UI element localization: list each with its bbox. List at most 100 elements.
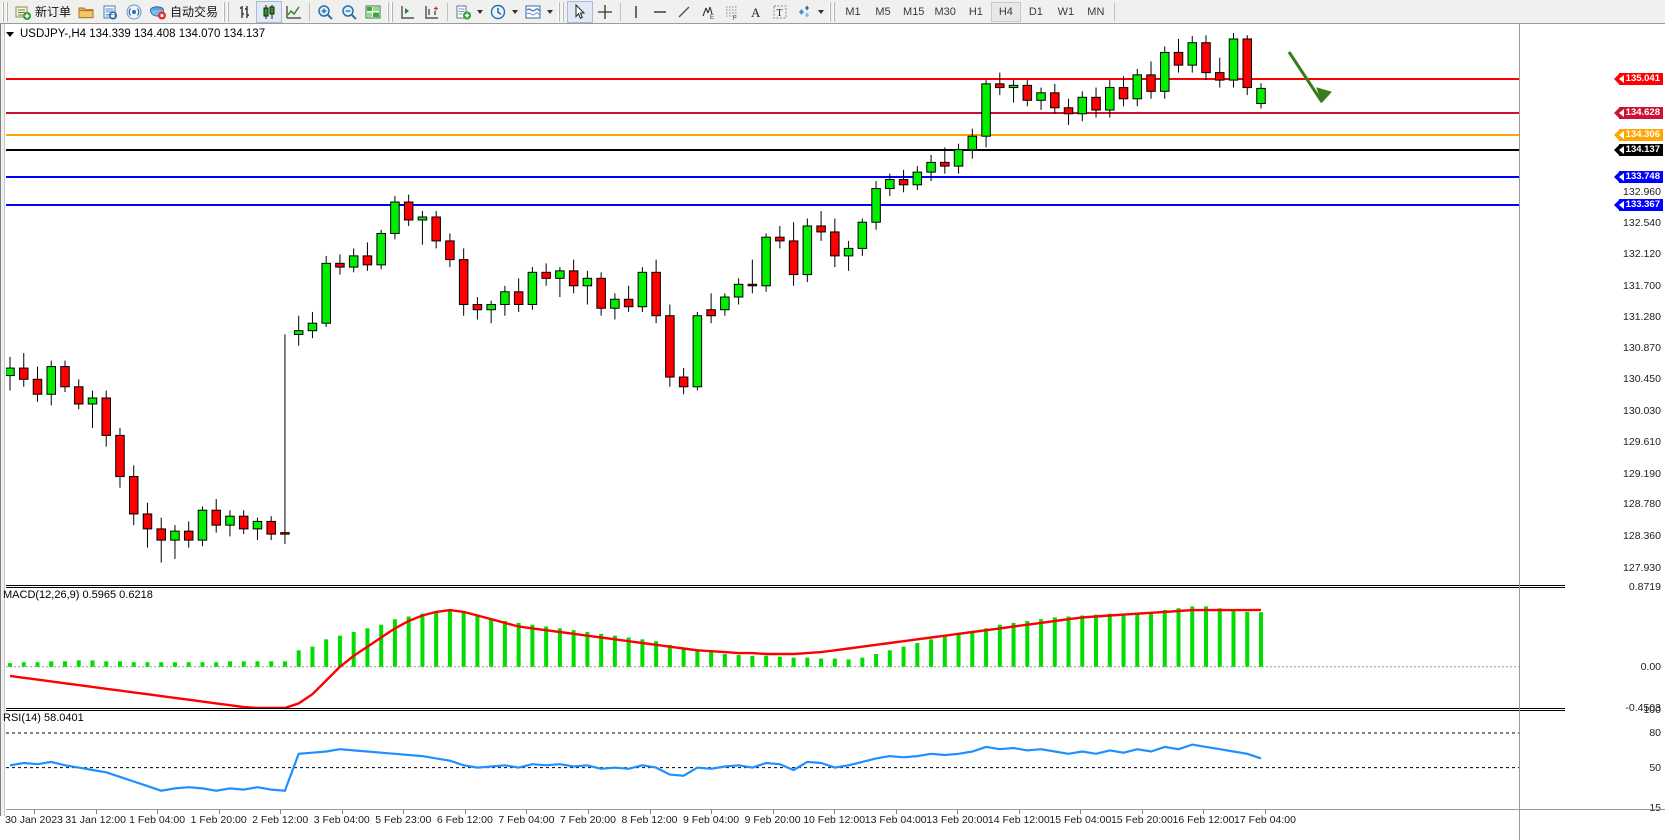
candle-body[interactable] (898, 179, 909, 186)
candle-body[interactable] (280, 532, 290, 535)
timeframe-m30[interactable]: M30 (934, 5, 956, 18)
candle-body[interactable] (843, 247, 854, 257)
candle-body[interactable] (1091, 96, 1101, 111)
candle-body[interactable] (321, 262, 331, 324)
shapes-button[interactable] (792, 1, 827, 23)
chevron-down-icon[interactable] (477, 9, 484, 14)
candle-body[interactable] (335, 262, 345, 268)
candle-body[interactable] (486, 304, 496, 311)
tile-windows-button[interactable] (361, 1, 385, 23)
candle-body[interactable] (472, 304, 483, 311)
candle-body[interactable] (1105, 87, 1115, 111)
candle-body[interactable] (665, 315, 675, 378)
candle-body[interactable] (871, 188, 881, 223)
text-button[interactable]: A (744, 1, 768, 23)
toolbar-grip-4[interactable] (558, 1, 566, 22)
candle-body[interactable] (678, 376, 689, 388)
timeframe-m1[interactable]: M1 (845, 5, 861, 18)
level-price-tag[interactable]: 133.367 (1613, 199, 1663, 211)
text-label-button[interactable]: T (768, 1, 792, 23)
line-chart-button[interactable] (282, 1, 306, 23)
candle-body[interactable] (500, 291, 510, 305)
fibonacci-button[interactable]: F (720, 1, 744, 23)
broadcast-button[interactable] (122, 1, 146, 23)
timeframe-mn[interactable]: MN (1087, 5, 1105, 18)
candle-body[interactable] (830, 231, 840, 257)
candle-body[interactable] (252, 520, 263, 530)
candle-body[interactable] (431, 216, 441, 242)
candle-body[interactable] (912, 171, 923, 186)
candle-body[interactable] (981, 83, 991, 137)
candle-body[interactable] (266, 520, 276, 535)
candle-body[interactable] (761, 236, 771, 287)
candle-body[interactable] (458, 259, 469, 305)
folder-button[interactable] (74, 1, 98, 23)
candle-body[interactable] (1050, 92, 1060, 109)
candle-body[interactable] (637, 271, 648, 308)
level-price-tag[interactable]: 133.748 (1613, 171, 1663, 183)
chevron-down-icon-4[interactable] (818, 9, 825, 14)
candle-body[interactable] (967, 135, 978, 151)
cursor-button[interactable] (567, 0, 594, 23)
candle-body[interactable] (362, 255, 373, 266)
price-scale[interactable]: 132.960 132.540 132.120 131.700 131.280 130.8… (1519, 24, 1665, 816)
period-button[interactable] (486, 1, 521, 23)
candle-body[interactable] (1160, 51, 1170, 92)
candle-body[interactable] (623, 298, 634, 308)
candle-body[interactable] (238, 515, 249, 530)
crosshair-button[interactable] (593, 1, 617, 23)
print-preview-button[interactable] (98, 1, 122, 23)
candle-body[interactable] (18, 367, 29, 380)
candle-body[interactable] (6, 367, 15, 377)
candle-body[interactable] (802, 225, 813, 276)
candle-body[interactable] (940, 161, 950, 167)
zoom-out-button[interactable] (337, 1, 361, 23)
candle-body[interactable] (995, 83, 1005, 89)
candle-body[interactable] (953, 149, 964, 167)
candle-body[interactable] (183, 530, 194, 541)
level-price-tag[interactable]: 135.041 (1613, 73, 1663, 85)
chevron-down-icon-2[interactable] (512, 9, 519, 14)
candle-body[interactable] (885, 179, 895, 190)
candle-body[interactable] (568, 270, 579, 287)
candle-body[interactable] (1036, 92, 1046, 101)
candle-body[interactable] (1228, 38, 1239, 81)
candle-body[interactable] (541, 271, 551, 279)
candle-body[interactable] (747, 283, 758, 287)
candle-body[interactable] (403, 201, 414, 221)
elliott-wave-button[interactable]: E (696, 1, 720, 23)
candle-body[interactable] (857, 221, 868, 249)
candle-body[interactable] (1132, 74, 1143, 100)
down-arrow-annotation[interactable] (1287, 51, 1332, 103)
candle-body[interactable] (1242, 38, 1253, 89)
timeframe-m5[interactable]: M5 (875, 5, 891, 18)
candle-body[interactable] (706, 309, 716, 317)
new-order-button[interactable]: 新订单 (11, 1, 74, 23)
rsi-pane[interactable] (6, 710, 1519, 808)
candle-body[interactable] (417, 216, 428, 221)
macd-pane[interactable] (6, 587, 1519, 708)
candle-body[interactable] (720, 296, 730, 311)
candle-body[interactable] (46, 366, 57, 395)
candle-body[interactable] (376, 232, 386, 266)
candle-body[interactable] (73, 386, 84, 405)
candle-body[interactable] (816, 225, 826, 233)
timeframe-w1[interactable]: W1 (1057, 5, 1075, 18)
candle-body[interactable] (692, 315, 703, 388)
candle-body[interactable] (128, 476, 139, 515)
candle-body[interactable] (527, 271, 538, 305)
candle-body[interactable] (390, 201, 400, 234)
toolbar-grip[interactable] (2, 1, 9, 22)
toolbar-grip-2[interactable] (223, 1, 231, 22)
timeframe-m15[interactable]: M15 (903, 5, 925, 18)
templates-button[interactable] (521, 1, 556, 23)
candle-body[interactable] (32, 378, 43, 395)
candle-body[interactable] (293, 330, 304, 335)
candle-body[interactable] (307, 322, 318, 332)
candle-body[interactable] (101, 397, 111, 436)
candle-body[interactable] (582, 277, 593, 287)
price-pane[interactable] (6, 24, 1519, 585)
candle-body[interactable] (1077, 96, 1088, 115)
candle-body[interactable] (60, 366, 70, 388)
candle-body[interactable] (596, 277, 606, 309)
